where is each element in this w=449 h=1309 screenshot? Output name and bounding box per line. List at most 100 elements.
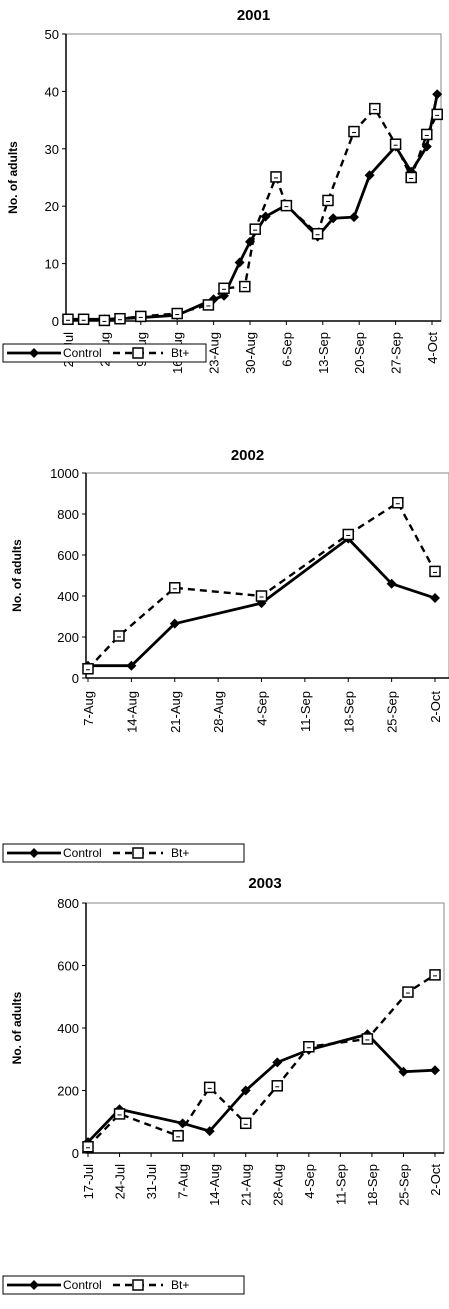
data-point-bt (348, 125, 360, 138)
data-point-control (386, 578, 397, 589)
data-point-bt (203, 1081, 216, 1094)
data-point-bt (311, 228, 324, 240)
x-tick-label: 21-Aug (239, 1164, 254, 1206)
plot-area (65, 33, 442, 322)
x-tick-label: 2-Oct (428, 1164, 443, 1196)
data-point-control (260, 211, 271, 222)
series-line-Control (86, 1032, 436, 1144)
y-tick-label: 0 (72, 1146, 79, 1161)
data-point-bt (172, 1130, 184, 1142)
chart-title: 2003 (248, 875, 281, 892)
data-point-bt (135, 310, 147, 323)
data-point-control (430, 1065, 440, 1076)
data-point-bt (77, 313, 90, 326)
x-tick-label: 11-Sep (298, 691, 313, 732)
y-axis-label: No. of adults (6, 141, 20, 214)
legend-box (2, 843, 245, 863)
x-tick-label: 14-Aug (207, 1164, 222, 1206)
x-tick-label: 4-Sep (255, 691, 270, 726)
data-point-bt (113, 1108, 126, 1120)
x-tick-label: 24-Jul (113, 1164, 128, 1200)
series-line-Bt (68, 107, 439, 322)
y-tick-label: 1000 (50, 466, 79, 481)
data-point-control (432, 89, 443, 100)
data-point-bt (171, 307, 183, 320)
y-tick-label: 30 (45, 142, 59, 157)
y-axis-label: No. of adults (10, 991, 24, 1064)
chart-title: 2001 (237, 7, 270, 24)
data-point-bt (402, 986, 414, 998)
x-tick-label: 4-Sep (302, 1164, 317, 1199)
data-point-bt (249, 223, 261, 235)
data-point-bt (202, 299, 215, 311)
y-tick-label: 200 (57, 1084, 79, 1099)
x-tick-label: 30-Aug (243, 332, 258, 374)
y-tick-label: 0 (72, 671, 79, 686)
x-tick-label: 11-Sep (333, 1164, 348, 1205)
data-point-control (240, 1085, 251, 1096)
legend-marker-bt (132, 347, 144, 359)
data-point-bt (255, 590, 268, 602)
data-point-control (364, 170, 375, 181)
y-tick-label: 600 (57, 959, 79, 974)
data-point-bt (342, 528, 354, 541)
y-tick-label: 800 (57, 507, 79, 522)
data-point-bt (270, 171, 282, 183)
x-tick-label: 25-Sep (396, 1164, 411, 1206)
x-tick-label: 6-Sep (279, 332, 294, 367)
y-axis-label: No. of adults (10, 539, 24, 612)
legend-label-control: Control (63, 1278, 102, 1292)
x-tick-label: 28-Aug (211, 691, 226, 733)
legend-label-control: Control (63, 846, 102, 860)
chart-panel-2002: 2002 No. of adults 0 200 400 600 800 1000 7-Aug 1… (2, 447, 449, 863)
data-point-bt (114, 312, 126, 325)
x-tick-label: 18-Sep (341, 691, 356, 733)
data-point-bt (429, 565, 441, 578)
series-line-Bt (87, 973, 436, 1148)
x-tick-label: 4-Oct (425, 332, 440, 364)
y-tick-label: 400 (57, 1021, 79, 1036)
data-point-bt (82, 1141, 94, 1153)
y-tick-label: 400 (57, 589, 79, 604)
y-tick-label: 800 (57, 896, 79, 911)
y-tick-label: 50 (45, 27, 59, 42)
x-tick-label: 7-Aug (81, 691, 96, 726)
y-tick-label: 0 (52, 314, 59, 329)
data-point-bt (303, 1041, 315, 1053)
data-point-bt (98, 314, 111, 327)
x-tick-label: 31-Jul (144, 1164, 159, 1200)
legend: Control Bt+ (2, 1275, 245, 1295)
legend: Control Bt+ (2, 343, 207, 363)
y-tick-label: 600 (57, 548, 79, 563)
x-tick-label: 7-Aug (176, 1164, 191, 1199)
data-point-control (204, 1126, 215, 1137)
data-point-bt (421, 128, 433, 141)
data-point-bt (392, 496, 404, 509)
y-tick-label: 200 (57, 630, 79, 645)
legend-label-bt: Bt+ (171, 1278, 189, 1292)
data-point-bt (429, 969, 441, 981)
legend: Control Bt+ (2, 843, 245, 863)
x-tick-label: 14-Aug (124, 691, 139, 733)
data-point-bt (218, 282, 230, 295)
legend-box (2, 1275, 245, 1295)
legend-marker-control (29, 348, 39, 358)
series-line-Bt (87, 501, 437, 670)
legend-marker-control (29, 848, 39, 858)
data-point-bt (369, 102, 381, 115)
data-point-bt (169, 582, 181, 594)
data-point-bt (113, 630, 125, 642)
data-point-control (169, 618, 180, 629)
x-tick-label: 18-Sep (365, 1164, 380, 1206)
data-point-control (398, 1066, 409, 1077)
chart-title: 2002 (231, 447, 264, 464)
legend-marker-control (29, 1280, 39, 1290)
data-point-bt (271, 1080, 284, 1092)
data-point-bt (361, 1033, 374, 1045)
data-point-control (126, 660, 137, 671)
data-point-bt (62, 313, 74, 326)
x-tick-label: 23-Aug (207, 332, 222, 374)
x-tick-label: 17-Jul (81, 1164, 96, 1200)
